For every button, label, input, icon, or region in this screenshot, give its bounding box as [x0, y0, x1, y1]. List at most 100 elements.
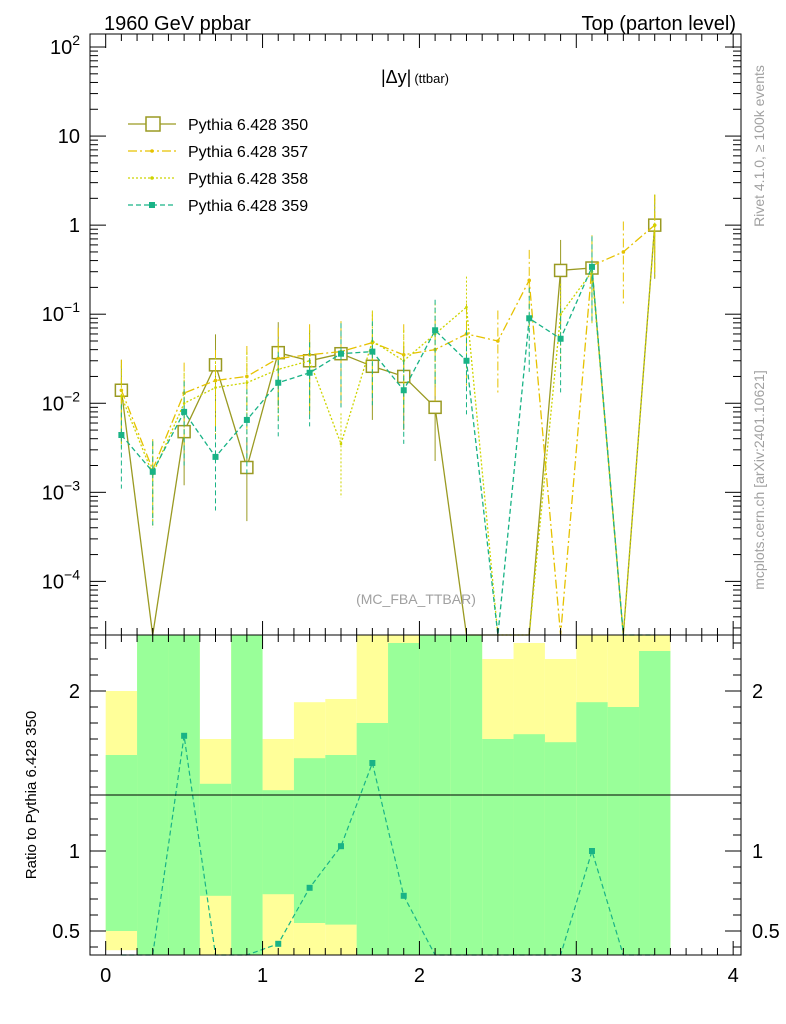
data-point	[306, 369, 313, 376]
data-point	[432, 327, 439, 334]
y-tick-label: 102	[50, 32, 80, 59]
chart-title-main: |Δy|	[381, 67, 411, 87]
ratio-tick-label-right: 1	[752, 841, 763, 863]
y-tick-label: 10−2	[42, 388, 80, 415]
data-point	[337, 350, 344, 357]
legend-marker	[150, 176, 154, 180]
ratio-point	[400, 892, 407, 899]
ratio-tick-label-right: 0.5	[752, 921, 780, 943]
ratio-band-green	[576, 702, 608, 955]
analysis-label: (MC_FBA_TTBAR)	[356, 591, 476, 607]
data-series-layer	[114, 194, 662, 956]
legend-entry: Pythia 6.428 357	[128, 144, 308, 161]
ratio-band-green	[105, 755, 138, 931]
chart-title: |Δy| (ttbar)	[381, 67, 449, 87]
legend-entry: Pythia 6.428 350	[128, 116, 308, 134]
ratio-tick-label-right: 2	[752, 681, 763, 703]
y-tick-label: 1	[69, 215, 80, 237]
series-line	[120, 224, 656, 636]
x-tick-label: 4	[728, 965, 739, 987]
rivet-version-label: Rivet 4.1.0, ≥ 100k events	[751, 65, 767, 227]
y-tick-label: 10−3	[42, 477, 80, 504]
series-line	[120, 225, 656, 636]
data-point	[553, 263, 568, 278]
data-point	[526, 315, 533, 322]
ratio-point	[337, 843, 344, 850]
legend-marker	[145, 116, 161, 132]
legend-marker	[149, 202, 155, 208]
legend-marker	[150, 149, 154, 153]
ratio-band-green	[388, 643, 420, 955]
legend-label: Pythia 6.428 359	[188, 198, 308, 215]
ratio-band-green	[325, 755, 357, 925]
data-point	[120, 394, 123, 398]
ratio-band-green	[356, 723, 389, 955]
legend-label: Pythia 6.428 357	[188, 144, 308, 161]
header-left-label: 1960 GeV ppbar	[104, 13, 251, 35]
data-point	[527, 278, 532, 283]
x-tick-label: 0	[100, 965, 111, 987]
ratio-point	[588, 848, 595, 854]
data-point	[496, 339, 500, 343]
y-tick-label: 10−1	[42, 299, 80, 326]
data-point	[214, 386, 217, 389]
data-point	[275, 379, 282, 386]
data-point	[621, 250, 626, 254]
ratio-series-line	[121, 735, 655, 956]
ratio-point	[181, 732, 188, 739]
data-point	[463, 357, 470, 364]
ratio-band-green	[262, 790, 294, 895]
data-point	[213, 378, 218, 383]
legend-label: Pythia 6.428 358	[188, 171, 308, 188]
data-point	[181, 408, 188, 415]
legend-entry: Pythia 6.428 358	[128, 171, 308, 188]
data-point	[369, 348, 376, 355]
axes: 0 1 2 3 4 10−4 10−3 10−2 10−1 1 10 102 0.5 0.5 1 1 2 2	[42, 32, 780, 987]
x-tick-label: 2	[414, 965, 425, 987]
y-tick-label: 10−4	[42, 566, 80, 593]
data-point	[559, 312, 562, 316]
ratio-band-green	[544, 742, 577, 955]
ratio-band-green	[513, 734, 545, 955]
data-point	[182, 401, 186, 405]
ratio-tick-label-left: 2	[69, 681, 80, 703]
series-line	[120, 266, 655, 636]
data-point	[588, 263, 595, 270]
ratio-band-green	[639, 651, 671, 955]
ratio-band-green	[482, 739, 514, 955]
legend: Pythia 6.428 350 Pythia 6.428 357 Pythia 6…	[128, 116, 308, 215]
data-point	[653, 223, 657, 227]
ratio-point	[369, 760, 376, 766]
data-point	[149, 468, 156, 475]
data-point	[557, 335, 564, 342]
ratio-tick-label-left: 1	[69, 841, 80, 863]
series-3	[120, 194, 657, 636]
legend-label: Pythia 6.428 350	[188, 117, 308, 134]
data-point	[428, 400, 442, 415]
ratio-band-green	[199, 783, 232, 896]
ratio-y-axis-label: Ratio to Pythia 6.428 350	[23, 711, 40, 879]
data-point	[118, 432, 125, 439]
x-tick-label: 1	[257, 965, 268, 987]
ratio-uncertainty-bands	[105, 635, 671, 955]
legend-entry: Pythia 6.428 359	[128, 198, 308, 215]
ratio-tick-label-left: 0.5	[52, 921, 80, 943]
ratio-band-green	[607, 707, 640, 955]
series-4	[118, 236, 655, 636]
data-point	[243, 416, 250, 423]
data-point	[339, 442, 343, 446]
y-tick-label: 10	[58, 126, 80, 148]
data-point	[465, 305, 468, 309]
ratio-band-green	[293, 758, 326, 923]
chart-title-sub: (ttbar)	[414, 71, 449, 86]
data-point	[245, 381, 249, 385]
x-tick-label: 3	[571, 965, 582, 987]
ratio-series-359	[121, 732, 655, 956]
header-right-label: Top (parton level)	[581, 13, 736, 35]
data-point	[212, 453, 219, 460]
ratio-point	[306, 884, 313, 891]
ratio-point	[275, 940, 282, 947]
data-point	[400, 387, 407, 394]
data-point	[276, 356, 281, 361]
